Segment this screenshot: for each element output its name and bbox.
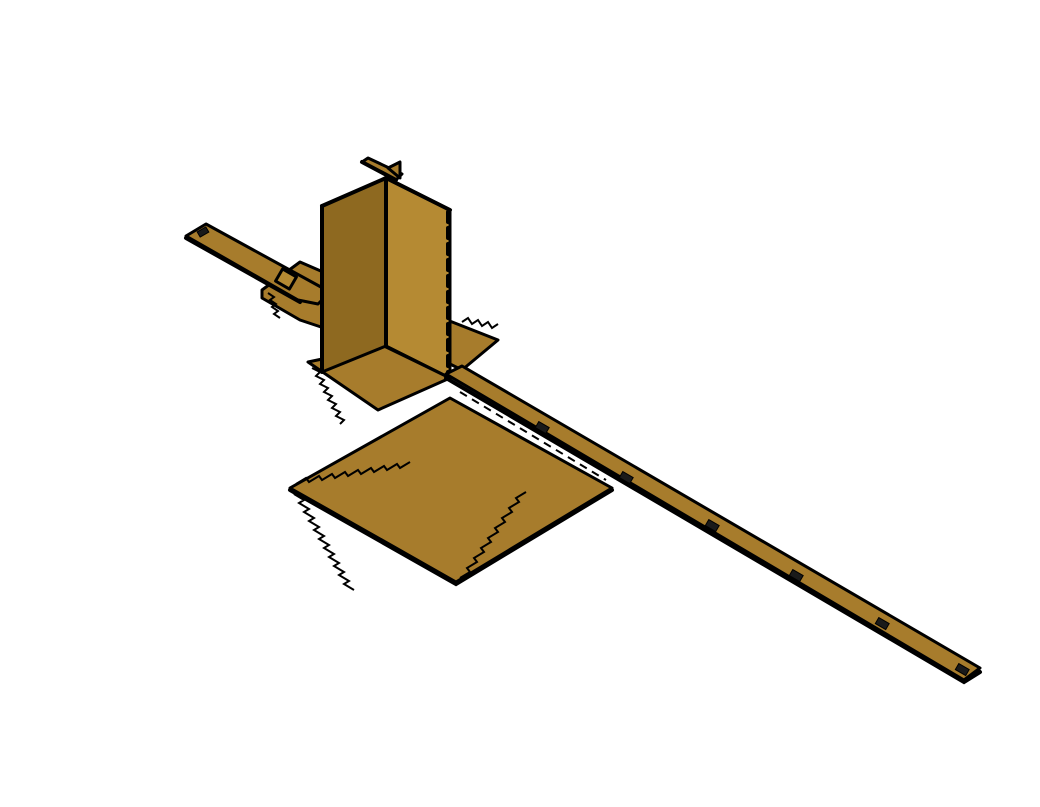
top-cross-bar[interactable]	[360, 156, 404, 182]
box-left-wall	[320, 176, 388, 374]
slot-icon	[534, 420, 550, 435]
slot-icon	[874, 616, 890, 631]
base-plate[interactable]	[288, 396, 614, 591]
slot-icon	[788, 568, 804, 583]
box-back-wall	[384, 176, 452, 380]
slot-icon	[618, 470, 634, 485]
rail-clip	[274, 267, 298, 291]
long-rail-left[interactable]	[184, 222, 332, 306]
slot-icon	[196, 226, 210, 238]
slot-icon	[704, 518, 720, 533]
long-rail[interactable]	[444, 364, 982, 685]
slot-icon	[954, 662, 970, 677]
upright-box[interactable]	[306, 175, 452, 425]
